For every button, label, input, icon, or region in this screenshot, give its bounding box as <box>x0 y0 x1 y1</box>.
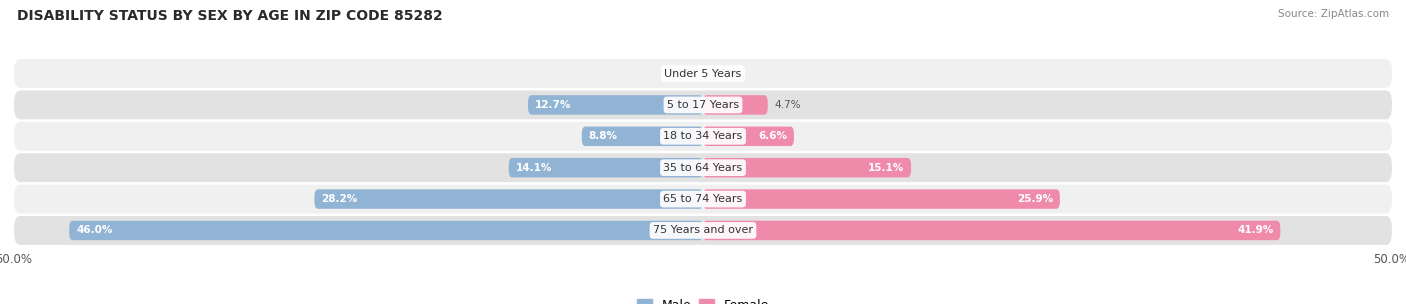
Text: Source: ZipAtlas.com: Source: ZipAtlas.com <box>1278 9 1389 19</box>
FancyBboxPatch shape <box>529 95 703 115</box>
Text: 18 to 34 Years: 18 to 34 Years <box>664 131 742 141</box>
Text: 8.8%: 8.8% <box>589 131 617 141</box>
Text: 35 to 64 Years: 35 to 64 Years <box>664 163 742 173</box>
Text: Under 5 Years: Under 5 Years <box>665 68 741 78</box>
FancyBboxPatch shape <box>315 189 703 209</box>
Text: 0.0%: 0.0% <box>669 68 696 78</box>
FancyBboxPatch shape <box>14 153 1392 182</box>
FancyBboxPatch shape <box>14 185 1392 213</box>
Text: 0.0%: 0.0% <box>710 68 737 78</box>
FancyBboxPatch shape <box>14 216 1392 245</box>
FancyBboxPatch shape <box>703 158 911 178</box>
Text: 65 to 74 Years: 65 to 74 Years <box>664 194 742 204</box>
Text: 12.7%: 12.7% <box>534 100 571 110</box>
FancyBboxPatch shape <box>509 158 703 178</box>
FancyBboxPatch shape <box>703 189 1060 209</box>
Text: 6.6%: 6.6% <box>758 131 787 141</box>
Text: 4.7%: 4.7% <box>775 100 801 110</box>
FancyBboxPatch shape <box>14 91 1392 119</box>
Text: 15.1%: 15.1% <box>868 163 904 173</box>
Text: DISABILITY STATUS BY SEX BY AGE IN ZIP CODE 85282: DISABILITY STATUS BY SEX BY AGE IN ZIP C… <box>17 9 443 23</box>
Text: 5 to 17 Years: 5 to 17 Years <box>666 100 740 110</box>
Text: 46.0%: 46.0% <box>76 226 112 236</box>
Text: 41.9%: 41.9% <box>1237 226 1274 236</box>
Text: 28.2%: 28.2% <box>322 194 357 204</box>
Text: 75 Years and over: 75 Years and over <box>652 226 754 236</box>
FancyBboxPatch shape <box>703 221 1281 240</box>
FancyBboxPatch shape <box>14 122 1392 151</box>
FancyBboxPatch shape <box>69 221 703 240</box>
Legend: Male, Female: Male, Female <box>631 294 775 304</box>
Text: 14.1%: 14.1% <box>516 163 553 173</box>
FancyBboxPatch shape <box>582 126 703 146</box>
FancyBboxPatch shape <box>703 126 794 146</box>
Text: 25.9%: 25.9% <box>1017 194 1053 204</box>
FancyBboxPatch shape <box>703 95 768 115</box>
FancyBboxPatch shape <box>14 59 1392 88</box>
